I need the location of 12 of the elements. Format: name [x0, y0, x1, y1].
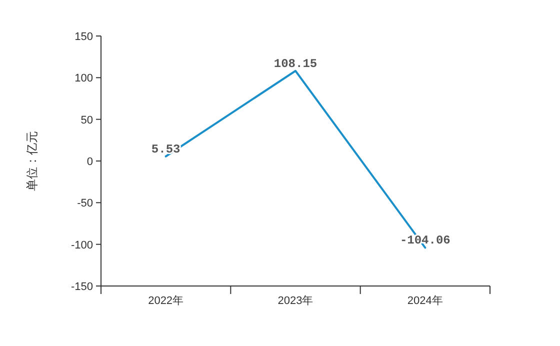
y-tick-label: 50: [80, 114, 93, 126]
y-tick-label: 150: [74, 31, 93, 43]
y-axis-title: 单位：亿元: [25, 131, 39, 191]
data-label: 108.15: [274, 56, 318, 71]
y-tick-label: -50: [77, 198, 93, 210]
x-tick-label: 2023年: [278, 295, 314, 307]
x-tick-label: 2022年: [148, 295, 184, 307]
x-tick-label: 2024年: [407, 295, 443, 307]
y-tick-label: 0: [86, 156, 93, 168]
y-tick-label: -100: [70, 239, 93, 252]
y-tick-label: -150: [70, 281, 93, 293]
y-tick-label: 100: [74, 72, 93, 85]
